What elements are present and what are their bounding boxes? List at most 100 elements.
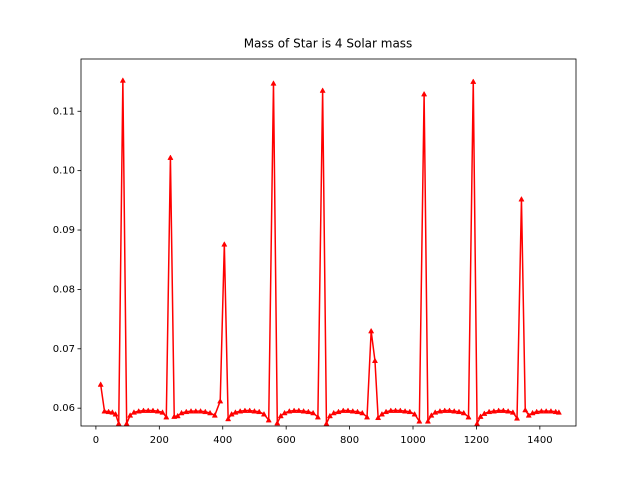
marker bbox=[354, 408, 361, 415]
marker bbox=[326, 412, 333, 419]
marker bbox=[295, 407, 302, 413]
plot-frame bbox=[80, 58, 577, 427]
marker bbox=[436, 408, 443, 414]
marker bbox=[543, 408, 550, 414]
marker bbox=[460, 409, 467, 416]
marker bbox=[265, 416, 272, 423]
marker bbox=[314, 413, 321, 420]
x-tick-label: 1200 bbox=[464, 435, 489, 446]
marker bbox=[375, 414, 382, 421]
marker bbox=[145, 407, 152, 413]
x-tick-label: 400 bbox=[213, 435, 232, 446]
marker bbox=[441, 407, 448, 413]
y-tick-label: 0.07 bbox=[53, 344, 75, 355]
marker bbox=[291, 407, 298, 413]
marker bbox=[470, 78, 477, 84]
marker bbox=[349, 408, 356, 414]
chart-title: Mass of Star is 4 Solar mass bbox=[244, 37, 413, 51]
marker bbox=[416, 418, 423, 424]
marker bbox=[237, 408, 244, 414]
marker bbox=[465, 413, 472, 420]
marker bbox=[159, 409, 166, 415]
marker bbox=[477, 413, 484, 419]
marker bbox=[490, 408, 497, 414]
x-tick-label: 1400 bbox=[527, 435, 552, 446]
y-tick-label: 0.08 bbox=[53, 284, 75, 295]
marker bbox=[97, 381, 104, 387]
marker bbox=[383, 408, 390, 415]
marker bbox=[359, 409, 366, 416]
marker bbox=[421, 90, 428, 97]
marker bbox=[286, 408, 293, 414]
marker bbox=[221, 241, 228, 247]
marker bbox=[154, 408, 161, 414]
marker bbox=[330, 409, 337, 416]
marker bbox=[277, 412, 284, 419]
marker bbox=[305, 408, 312, 415]
marker bbox=[270, 80, 277, 86]
marker bbox=[533, 408, 540, 415]
marker bbox=[522, 406, 529, 413]
marker bbox=[406, 408, 413, 415]
marker bbox=[368, 327, 375, 334]
marker bbox=[260, 411, 267, 417]
marker bbox=[130, 409, 137, 415]
marker bbox=[127, 412, 134, 418]
marker bbox=[387, 407, 394, 413]
marker bbox=[163, 413, 170, 420]
x-tick-label: 800 bbox=[340, 435, 359, 446]
marker bbox=[211, 412, 218, 418]
marker bbox=[518, 196, 525, 202]
marker bbox=[505, 408, 512, 414]
marker bbox=[424, 418, 431, 424]
y-tick-label: 0.11 bbox=[53, 106, 75, 117]
marker bbox=[256, 408, 263, 415]
y-tick-label: 0.10 bbox=[53, 166, 75, 177]
marker bbox=[340, 407, 347, 413]
marker bbox=[149, 407, 157, 413]
x-tick-label: 0 bbox=[93, 435, 99, 446]
marker bbox=[300, 408, 307, 414]
marker bbox=[547, 408, 554, 414]
marker bbox=[411, 411, 418, 417]
marker bbox=[251, 408, 258, 414]
marker bbox=[101, 408, 108, 414]
marker bbox=[178, 409, 185, 416]
marker bbox=[538, 408, 545, 414]
marker bbox=[174, 412, 181, 419]
marker bbox=[192, 408, 199, 414]
marker bbox=[274, 419, 281, 426]
marker bbox=[495, 407, 502, 413]
marker bbox=[402, 408, 409, 414]
marker bbox=[371, 357, 378, 364]
marker bbox=[188, 408, 195, 414]
marker bbox=[364, 413, 371, 420]
marker bbox=[432, 409, 439, 415]
marker bbox=[455, 408, 463, 415]
marker bbox=[513, 415, 521, 421]
marker bbox=[397, 407, 404, 413]
marker bbox=[202, 408, 209, 415]
y-tick-label: 0.09 bbox=[53, 225, 75, 236]
marker bbox=[486, 408, 493, 415]
marker bbox=[241, 407, 248, 413]
marker bbox=[109, 409, 116, 415]
marker bbox=[225, 415, 232, 422]
marker bbox=[428, 412, 435, 418]
marker bbox=[105, 408, 112, 415]
marker bbox=[281, 409, 288, 416]
x-tick-label: 200 bbox=[150, 435, 169, 446]
x-tick-label: 1000 bbox=[400, 435, 425, 446]
y-tick-label: 0.06 bbox=[53, 403, 75, 414]
marker bbox=[119, 77, 126, 83]
marker bbox=[217, 397, 224, 404]
marker bbox=[481, 410, 488, 416]
marker bbox=[207, 409, 214, 416]
marker bbox=[197, 408, 204, 414]
marker bbox=[446, 407, 453, 413]
marker bbox=[246, 407, 253, 413]
marker bbox=[167, 154, 174, 160]
marker bbox=[112, 411, 119, 417]
marker bbox=[555, 409, 562, 415]
